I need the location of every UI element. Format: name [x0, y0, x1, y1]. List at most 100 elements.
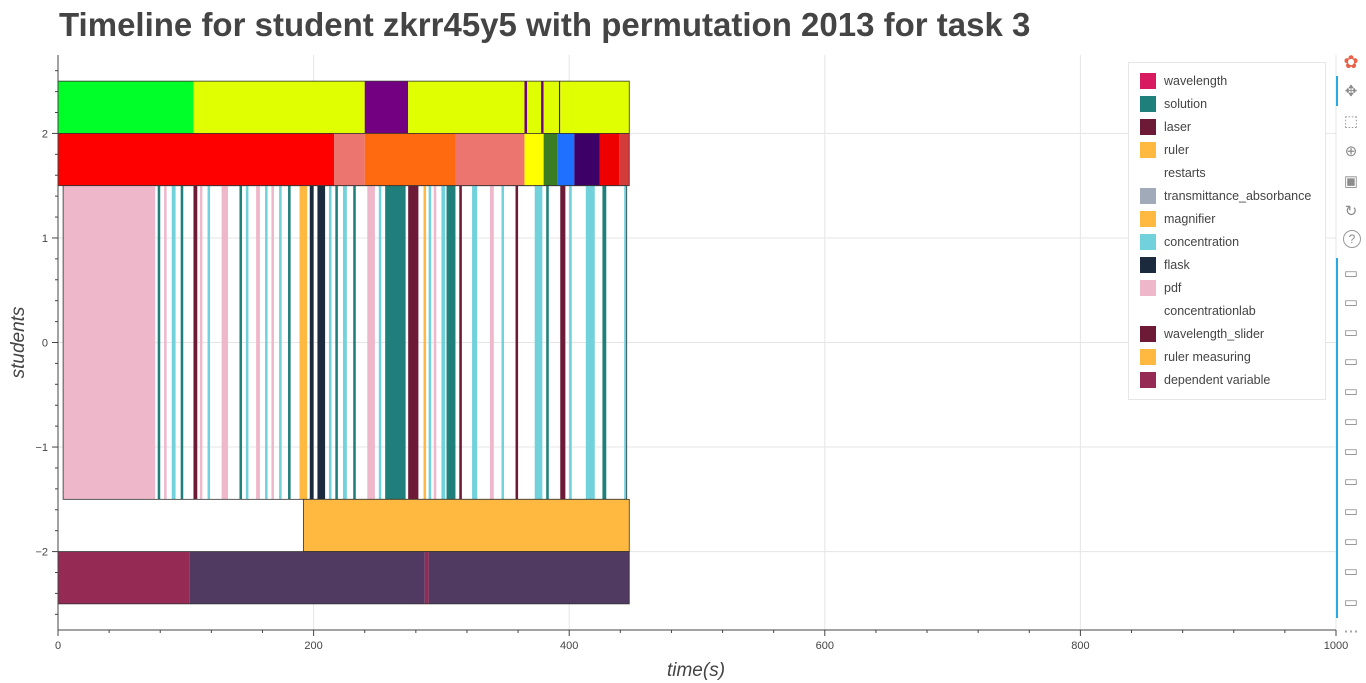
timeline-bar	[299, 185, 308, 500]
timeline-bar	[619, 133, 630, 186]
legend-label: concentrationlab	[1164, 304, 1256, 318]
hover-icon[interactable]: ▭	[1343, 473, 1359, 490]
timeline-bar	[489, 185, 494, 500]
timeline-bar	[424, 551, 429, 604]
timeline-bar	[546, 185, 549, 500]
x-tick-label: 600	[816, 640, 834, 652]
legend-label: restarts	[1164, 166, 1206, 180]
timeline-bar	[602, 185, 607, 500]
timeline-bar	[560, 81, 630, 134]
timeline-bar	[501, 185, 505, 500]
timeline-bar	[446, 185, 456, 500]
legend-item[interactable]: wavelength_slider	[1140, 325, 1264, 343]
pan-icon[interactable]: ✥	[1344, 83, 1358, 100]
legend-item[interactable]: concentration	[1140, 233, 1239, 251]
legend-label: concentration	[1164, 235, 1240, 249]
legend-swatch	[1140, 349, 1156, 365]
timeline-bar	[309, 185, 314, 500]
y-tick-label: 1	[42, 233, 48, 245]
save-icon[interactable]: ▣	[1343, 173, 1359, 190]
timeline-bar	[207, 185, 211, 500]
hover-icon[interactable]: ▭	[1343, 324, 1359, 341]
timeline-bar	[599, 133, 620, 186]
more-icon[interactable]: ⋯	[1343, 623, 1359, 640]
legend-swatch	[1140, 234, 1156, 250]
hover-icon[interactable]: ▭	[1343, 413, 1359, 430]
legend-item[interactable]: restarts	[1140, 164, 1206, 182]
hover-icon[interactable]: ▭	[1343, 265, 1359, 282]
timeline-bar	[560, 185, 566, 500]
timeline-bar	[524, 81, 528, 134]
timeline-bar	[385, 185, 406, 500]
legend-item[interactable]: dependent variable	[1140, 371, 1270, 389]
timeline-bar	[58, 551, 190, 604]
timeline-bar	[279, 185, 282, 500]
legend-item[interactable]: laser	[1140, 118, 1191, 136]
timeline-bar	[433, 185, 437, 500]
legend-item[interactable]: transmittance_absorbance	[1140, 187, 1311, 205]
y-tick-label: −2	[35, 547, 48, 559]
hover-icon[interactable]: ▭	[1343, 503, 1359, 520]
hover-icon[interactable]: ▭	[1343, 533, 1359, 550]
bokeh-logo-icon[interactable]: ✿	[1343, 51, 1359, 72]
timeline-bar	[189, 551, 425, 604]
legend-item[interactable]: magnifier	[1140, 210, 1215, 228]
timeline-bar	[459, 185, 462, 500]
legend-item[interactable]: wavelength	[1140, 72, 1227, 90]
legend-label: transmittance_absorbance	[1164, 189, 1312, 203]
timeline-bar	[193, 81, 365, 134]
timeline-bar	[245, 185, 249, 500]
timeline-bar	[317, 185, 326, 500]
timeline-bar	[428, 185, 432, 500]
legend-item[interactable]: flask	[1140, 256, 1190, 274]
active-tool-indicator	[1336, 258, 1338, 618]
timeline-bar	[288, 185, 291, 500]
legend-swatch	[1140, 303, 1156, 319]
legend-swatch	[1140, 165, 1156, 181]
hover-icon[interactable]: ▭	[1343, 443, 1359, 460]
legend-label: magnifier	[1164, 212, 1216, 226]
timeline-bar	[441, 185, 446, 500]
legend-swatch	[1140, 96, 1156, 112]
legend-label: pdf	[1164, 281, 1182, 295]
legend-item[interactable]: pdf	[1140, 279, 1181, 297]
timeline-bar	[157, 185, 161, 500]
timeline-bar	[171, 185, 176, 500]
hover-icon[interactable]: ▭	[1343, 563, 1359, 580]
timeline-bar	[624, 185, 627, 500]
y-tick-label: 2	[42, 128, 48, 140]
timeline-bar	[353, 185, 356, 500]
hover-icon[interactable]: ▭	[1343, 594, 1359, 611]
timeline-bar	[199, 185, 203, 500]
timeline-bar	[58, 81, 194, 134]
legend-item[interactable]: ruler	[1140, 141, 1189, 159]
timeline-bar	[527, 81, 542, 134]
hover-icon[interactable]: ▭	[1343, 353, 1359, 370]
timeline-bar	[574, 133, 600, 186]
timeline-bar	[558, 81, 561, 134]
legend-item[interactable]: solution	[1140, 95, 1207, 113]
y-axis-title: students	[8, 306, 29, 378]
timeline-bar	[534, 185, 543, 500]
timeline-bar	[455, 133, 525, 186]
hover-icon[interactable]: ▭	[1343, 294, 1359, 311]
legend-item[interactable]: ruler measuring	[1140, 348, 1251, 366]
timeline-bar	[557, 133, 575, 186]
timeline-bar	[221, 185, 228, 500]
help-icon[interactable]: ?	[1343, 230, 1361, 248]
reset-icon[interactable]: ↻	[1344, 203, 1358, 220]
y-tick-label: −1	[35, 442, 48, 454]
timeline-bar	[180, 185, 184, 500]
legend-item[interactable]: concentrationlab	[1140, 302, 1256, 320]
legend-label: flask	[1164, 258, 1190, 272]
timeline-bar	[63, 185, 156, 500]
legend-label: ruler measuring	[1164, 350, 1251, 364]
hover-icon[interactable]: ▭	[1343, 383, 1359, 400]
box-zoom-icon[interactable]: ⬚	[1343, 113, 1359, 130]
wheel-zoom-icon[interactable]: ⊕	[1344, 143, 1358, 160]
timeline-bar	[303, 499, 630, 552]
timeline-bar	[367, 185, 375, 500]
legend-swatch	[1140, 280, 1156, 296]
legend: wavelength solution laser ruler restarts tran…	[1128, 62, 1326, 400]
